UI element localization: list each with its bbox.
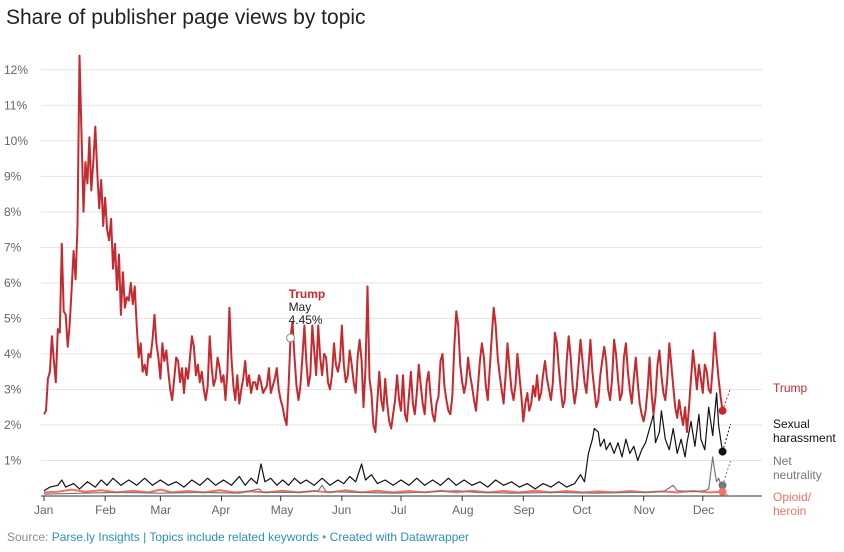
source-label: Source: — [7, 530, 49, 544]
source-link[interactable]: Parse.ly Insights — [51, 530, 140, 544]
end-marker-sexual-harassment — [718, 447, 727, 456]
series-line-opioid — [43, 488, 723, 494]
series-line-net-neutrality — [43, 456, 723, 495]
x-tick-label: Aug — [452, 503, 473, 517]
label-leader-net-neutrality — [722, 460, 732, 486]
end-marker-opioid — [718, 487, 727, 496]
annotation-text: 4.45% — [289, 313, 323, 327]
x-tick-label: Oct — [573, 503, 592, 517]
series-line-sexual-harassment — [43, 392, 724, 492]
x-tick-label: Sep — [513, 503, 535, 517]
series-label-opioid: heroin — [773, 504, 806, 518]
x-tick-label: Nov — [634, 503, 655, 517]
y-tick-label: 12% — [4, 63, 28, 77]
y-tick-label: 6% — [4, 276, 22, 290]
series-lines — [43, 54, 724, 495]
annotation-text: May — [289, 300, 312, 314]
label-leader-trump — [722, 387, 732, 411]
series-label-net-neutrality: neutrality — [773, 468, 822, 482]
end-marker-trump — [718, 406, 727, 415]
y-tick-label: 1% — [4, 453, 22, 467]
y-tick-label: 4% — [4, 347, 22, 361]
series-label-trump: Trump — [773, 381, 808, 395]
series-label-net-neutrality: Net — [773, 454, 792, 468]
y-tick-label: 9% — [4, 169, 22, 183]
annotation-text: Trump — [289, 287, 326, 301]
x-tick-label: Feb — [95, 503, 116, 517]
y-tick-label: 8% — [4, 205, 22, 219]
end-marker-net-neutrality — [718, 481, 727, 490]
x-tick-label: Jul — [391, 503, 406, 517]
series-line-trump — [43, 54, 724, 434]
x-tick-label: Jun — [332, 503, 351, 517]
series-label-sexual-harassment: Sexual — [773, 417, 810, 431]
footer-bullet: • — [322, 530, 327, 544]
footer-separator: | — [143, 530, 147, 544]
x-tick-label: Dec — [693, 503, 714, 517]
y-tick-label: 5% — [4, 311, 22, 325]
footer-note: Topics include related keywords — [149, 530, 319, 544]
y-tick-label: 3% — [4, 382, 22, 396]
gridlines — [41, 69, 762, 461]
y-tick-label: 2% — [4, 418, 22, 432]
credit-link[interactable]: Created with Datawrapper — [329, 530, 470, 544]
axes: 1% 2% 3% 4% 5% 6% 7% 8% 9% 10% 11% 12% Jan Feb Mar Apr M… — [4, 63, 762, 517]
x-tick-label: Apr — [212, 503, 231, 517]
label-leader-sexual-harassment — [722, 423, 732, 452]
series-label-opioid: Opioid/ — [773, 490, 812, 504]
x-tick-label: May — [271, 503, 294, 517]
x-tick-label: Jan — [34, 503, 53, 517]
series-label-sexual-harassment: harassment — [773, 431, 836, 445]
chart-footer: Source: Parse.ly Insights | Topics inclu… — [7, 530, 469, 544]
y-tick-label: 11% — [4, 98, 27, 112]
x-tick-label: Mar — [150, 503, 171, 517]
annotation-marker — [286, 333, 296, 343]
y-tick-label: 10% — [4, 134, 28, 148]
y-tick-label: 7% — [4, 240, 22, 254]
chart-title: Share of publisher page views by topic — [6, 6, 366, 29]
